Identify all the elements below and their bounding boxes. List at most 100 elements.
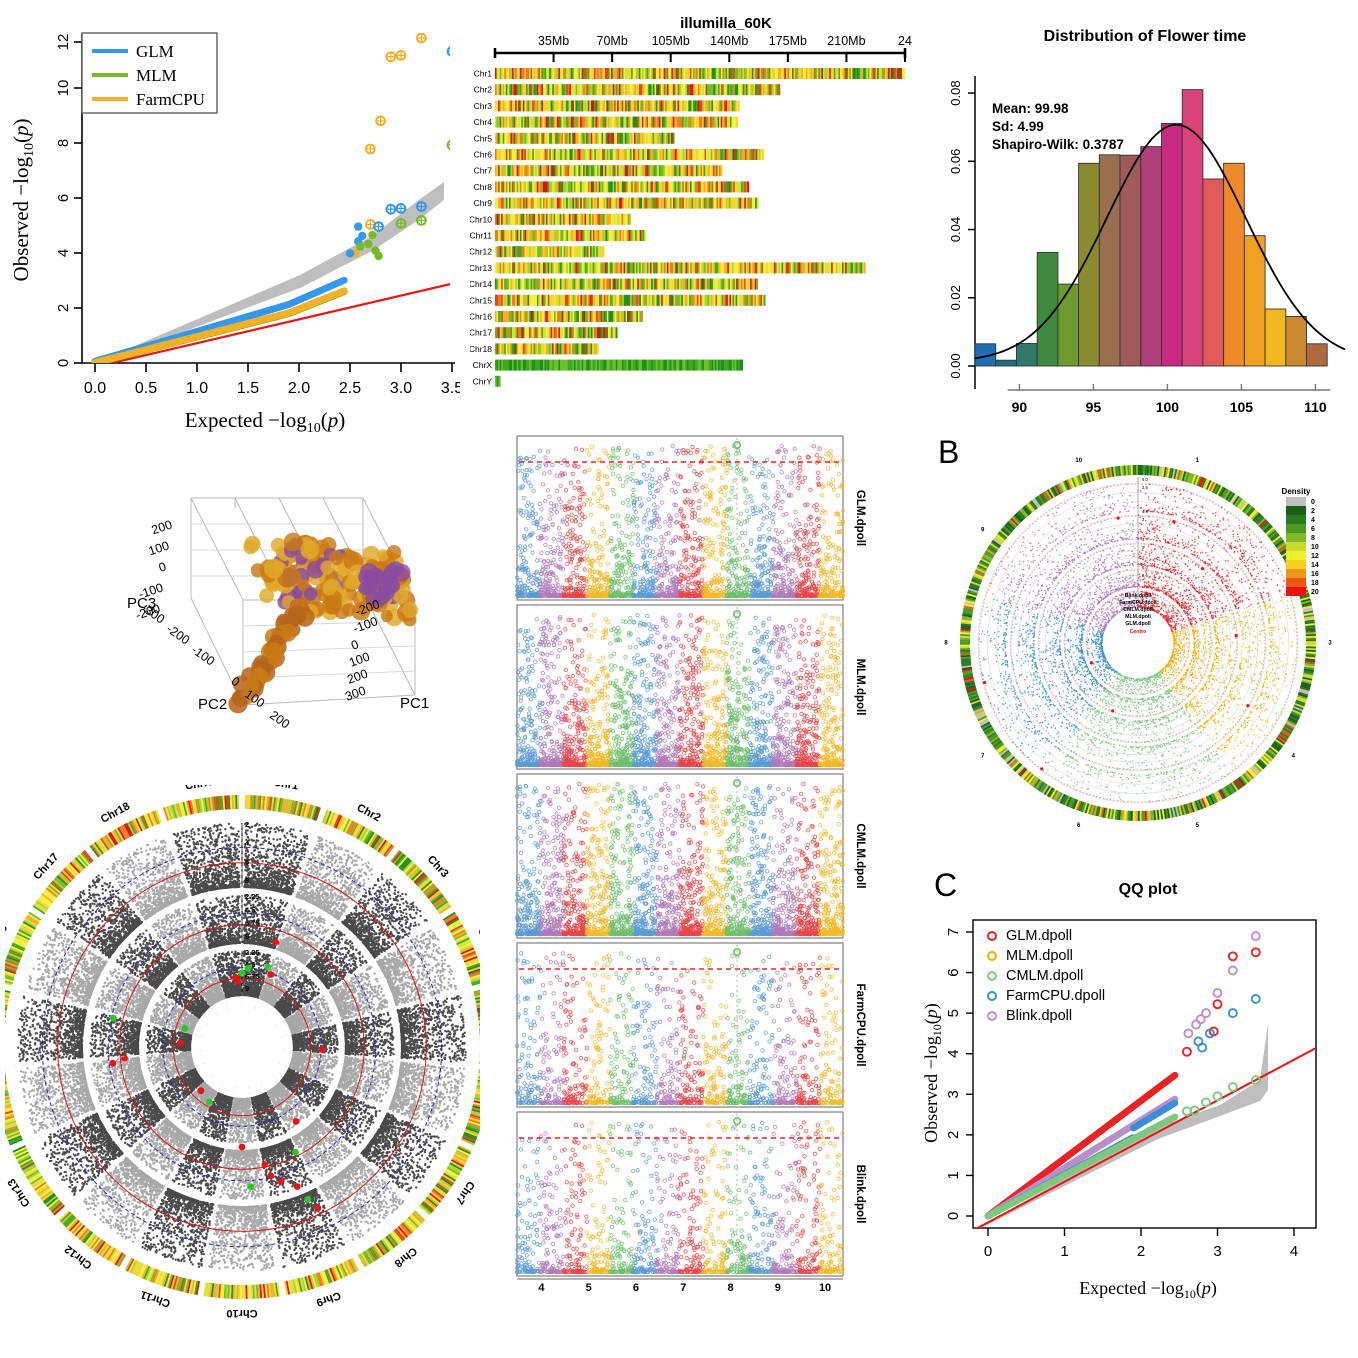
ideogram-chrom-label: Chr11 — [470, 231, 492, 241]
pca-pc2-tick: 200 — [267, 708, 292, 731]
ideogram-chrom-label: Chr15 — [470, 295, 492, 305]
density-legend-tick: 18 — [1311, 580, 1319, 587]
circos-big-significant-point — [232, 974, 239, 981]
manhattan-panel: FarmCPU.dpoll — [515, 943, 866, 1107]
circos-big-significant-point — [177, 1040, 184, 1047]
circos-b-chrom-label: 8 — [944, 641, 948, 647]
ideogram-chrom-label: Chr17 — [470, 328, 492, 338]
manhattan-xtick: 4 — [538, 1282, 545, 1294]
panel-letter-c: C — [934, 867, 957, 903]
svg-text:1.5: 1.5 — [237, 380, 259, 397]
center-label-farmcpu: FarmCPU.dpoll — [1119, 600, 1157, 606]
histogram-bar — [1141, 147, 1162, 366]
pca-pc1-tick: 300 — [343, 684, 367, 704]
center-label-cmlm: CMLM.dpoll — [1123, 607, 1153, 613]
histogram-xtick: 90 — [1012, 399, 1028, 415]
ideogram-xtick: 140Mb — [710, 34, 748, 48]
qq-c-xtick: 0 — [984, 1243, 992, 1260]
histogram-ytick: 0.00 — [948, 353, 963, 378]
histogram-ytick: 0.04 — [948, 217, 963, 242]
density-legend-tick: 4 — [1311, 517, 1315, 524]
circos-big-axis-tick: 6.75 — [245, 919, 260, 928]
circos-big-suggestive-point — [110, 1015, 117, 1022]
ideogram-chrom-label: Chr18 — [470, 344, 492, 354]
ideogram-chrom-label: Chr14 — [470, 279, 492, 289]
pca-pc1-tick: 0 — [349, 637, 360, 653]
ideogram-chrom-label: Chr1 — [474, 69, 493, 79]
density-legend-tick: 2 — [1311, 508, 1315, 515]
circos-big-axis-tick: 6 — [245, 857, 249, 866]
circos-b-axis-label: 6.0 — [1142, 477, 1148, 482]
qq-c-xtick: 2 — [1137, 1243, 1145, 1260]
ideogram-chrom-label: Chr4 — [474, 117, 493, 127]
qq-c-legend-label: FarmCPU.dpoll — [1006, 988, 1105, 1004]
histogram-bar — [996, 360, 1017, 366]
circos-b-axis-label: 6.0 — [1142, 565, 1148, 570]
qq-c-xtick: 4 — [1290, 1243, 1298, 1260]
ideogram-chrom-label: Chr8 — [474, 182, 493, 192]
qq-c-legend-label: GLM.dpoll — [1006, 928, 1072, 944]
svg-text:0.5: 0.5 — [135, 380, 157, 397]
legend-label-glm: GLM — [136, 42, 174, 61]
histogram-bar — [1162, 123, 1183, 366]
center-label-centro: Centro — [1130, 629, 1147, 635]
svg-text:4: 4 — [55, 249, 72, 257]
svg-text:6: 6 — [55, 194, 72, 202]
circos-b-axis-label: 3 — [1142, 517, 1145, 522]
ideogram-chrom-label: Chr10 — [470, 214, 492, 224]
density-legend-tick: 20 — [1311, 589, 1319, 596]
histogram-ytick: 0.08 — [948, 80, 963, 105]
svg-text:2.0: 2.0 — [288, 380, 310, 397]
circos-big-significant-point — [261, 1162, 268, 1169]
manhattan-panel: CMLM.dpoll — [515, 774, 866, 938]
circos-big-suggestive-point — [182, 1025, 189, 1032]
histogram-title: Distribution of Flower time — [1044, 28, 1247, 45]
ideogram-chrom-label: Chr7 — [474, 166, 493, 176]
manhattan-xtick: 7 — [680, 1282, 686, 1294]
circos-b-chrom-label: 1 — [1196, 458, 1200, 464]
svg-text:8: 8 — [55, 139, 72, 147]
qq-c-xtick: 1 — [1060, 1243, 1068, 1260]
circos-big-suggestive-point — [292, 1149, 299, 1156]
circos-big-significant-point — [314, 1205, 321, 1212]
pca-pc1-tick: 100 — [347, 650, 371, 670]
pca-3d-panel: PC3 PC2 PC1 200 100 0 -100 -200 -300 -200 -100… — [95, 480, 495, 770]
stat-sd: Sd: 4.99 — [992, 119, 1044, 134]
density-legend-tick: 6 — [1311, 526, 1315, 533]
histogram-bar — [1286, 317, 1307, 367]
circos-big-significant-point — [198, 1087, 205, 1094]
pca-pc2-tick: -100 — [189, 643, 218, 669]
svg-text:0.0: 0.0 — [84, 380, 106, 397]
ideogram-chrom-label: Chr5 — [474, 133, 493, 143]
histogram-bar — [1244, 236, 1265, 366]
circos-b-axis-label: 3 — [1142, 537, 1145, 542]
pca-pc2-tick: -200 — [164, 622, 193, 648]
manhattan-xtick: 10 — [819, 1282, 831, 1294]
density-legend-title: Density — [1282, 487, 1311, 496]
qq-c-legend-label: Blink.dpoll — [1006, 1008, 1072, 1024]
manhattan-xticks: 4 5 6 7 8 9 10 — [517, 1279, 843, 1294]
circos-big-chrom-label: Chr10 — [226, 1307, 257, 1319]
circos-big-chrom-label: Chr7 — [453, 1179, 477, 1207]
svg-text:1.0: 1.0 — [186, 380, 208, 397]
ideogram-xtick: 35Mb — [538, 34, 569, 48]
ideogram-axis — [495, 48, 905, 58]
manhattan-xtick: 6 — [633, 1282, 639, 1294]
qq-c-ytick: 4 — [945, 1050, 962, 1058]
circos-b-chrom-label: 10 — [1075, 458, 1082, 464]
circos-big-significant-point — [110, 1060, 117, 1067]
manhattan-panel: GLM.dpoll — [515, 436, 866, 600]
svg-text:2.5: 2.5 — [339, 380, 361, 397]
manhattan-xtick: 5 — [586, 1282, 592, 1294]
svg-text:2: 2 — [55, 304, 72, 312]
histogram-panel: Distribution of Flower time 0.00 0.02 0.04… — [920, 18, 1358, 418]
qq-c-ytick: 6 — [945, 968, 962, 976]
ideogram-xticks: 35Mb 70Mb 105Mb 140Mb 175Mb 210Mb 24 — [538, 34, 912, 62]
density-legend-tick: 8 — [1311, 535, 1315, 542]
circos-b-axis-label: 4.5 — [1142, 509, 1148, 514]
pca-pc3-tick: 0 — [157, 560, 168, 575]
manhattan-panel-label: FarmCPU.dpoll — [854, 983, 866, 1066]
qq-c-ytick: 3 — [945, 1090, 962, 1098]
pca-pc2-tick: -300 — [139, 601, 168, 627]
